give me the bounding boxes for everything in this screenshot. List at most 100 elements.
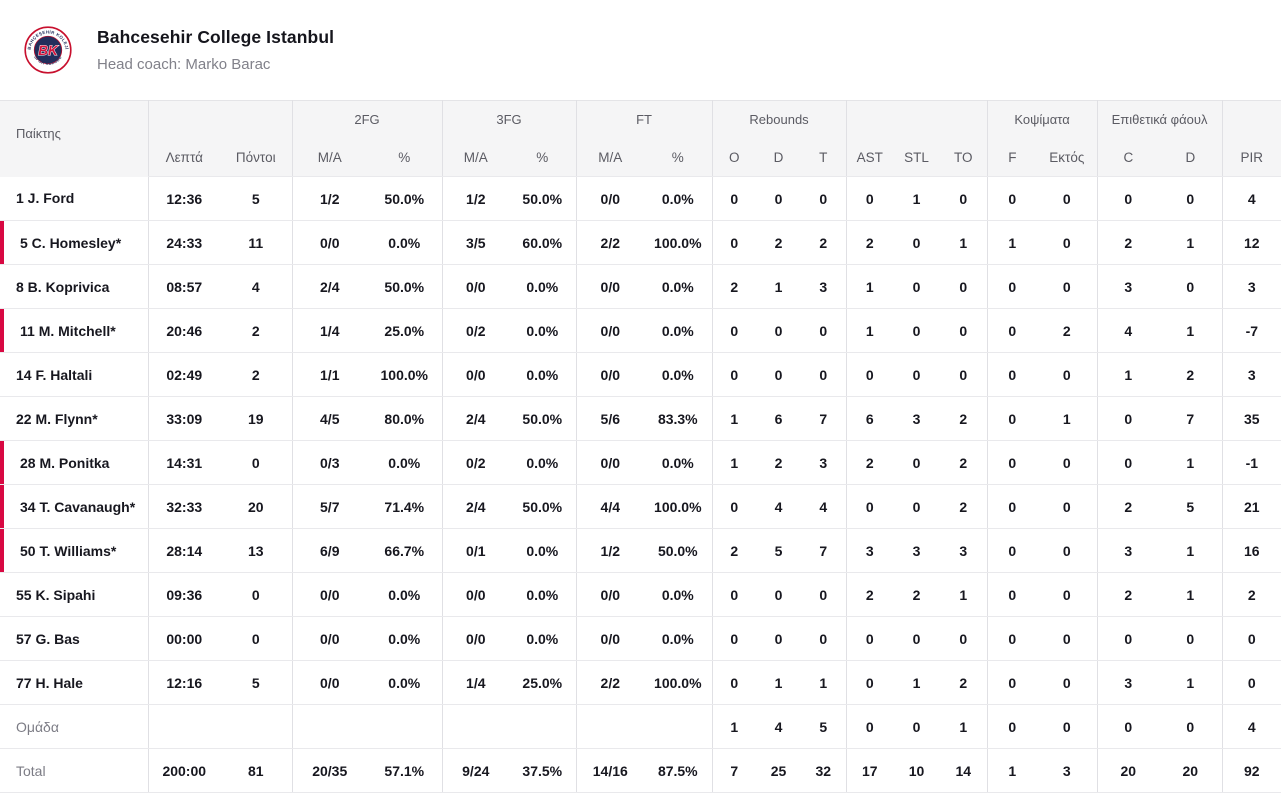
cell-blk-ektos: 0 — [1037, 176, 1098, 221]
cell-min: 33:09 — [147, 396, 220, 441]
cell-2fg-pct: 0.0% — [367, 220, 443, 265]
cell-reb-o: 1 — [711, 440, 757, 485]
cell-ft-pct: 83.3% — [644, 396, 713, 441]
cell-to: 2 — [940, 660, 988, 705]
table-row: 1 J. Ford 12:36 5 1/2 50.0% 1/2 50.0% 0/0 0.0% 0 0… — [0, 176, 1281, 221]
cell-stl: 0 — [893, 704, 941, 749]
cell-to: 0 — [940, 616, 988, 661]
col-header-to: TO — [940, 138, 988, 177]
cell-reb-t: 7 — [801, 396, 847, 441]
cell-reb-o: 0 — [711, 352, 757, 397]
cell-foul-c: 0 — [1096, 616, 1160, 661]
table-row: Ομάδα 1 4 5 0 0 1 0 0 0 0 4 — [0, 704, 1281, 749]
cell-foul-d: 7 — [1159, 396, 1223, 441]
cell-2fg-ma: 0/0 — [291, 660, 367, 705]
table-row: 57 G. Bas 00:00 0 0/0 0.0% 0/0 0.0% 0/0 0.0% 0 0 0 0… — [0, 616, 1281, 661]
col-header-ast: AST — [845, 138, 894, 177]
cell-player: 5 C. Homesley* — [0, 220, 148, 265]
cell-stl: 0 — [893, 220, 941, 265]
cell-blk-f: 0 — [986, 176, 1038, 221]
group-header-blocks: Κοψίματα — [986, 100, 1098, 138]
cell-ft-ma: 0/0 — [575, 616, 645, 661]
cell-stl: 0 — [893, 264, 941, 309]
cell-2fg-ma: 0/3 — [291, 440, 367, 485]
cell-ft-pct — [644, 704, 713, 749]
col-header-pts: Πόντοι — [220, 138, 292, 177]
cell-3fg-pct: 50.0% — [509, 396, 577, 441]
cell-min: 14:31 — [147, 440, 220, 485]
table-body: 1 J. Ford 12:36 5 1/2 50.0% 1/2 50.0% 0/0 0.0% 0 0… — [0, 176, 1281, 793]
cell-3fg-ma: 0/2 — [441, 308, 510, 353]
cell-player: 34 T. Cavanaugh* — [0, 484, 148, 529]
cell-reb-t: 32 — [801, 748, 847, 793]
cell-reb-o: 2 — [711, 528, 757, 573]
cell-reb-d: 5 — [756, 528, 802, 573]
cell-reb-d: 0 — [756, 308, 802, 353]
cell-reb-t: 7 — [801, 528, 847, 573]
cell-player: 77 H. Hale — [0, 660, 148, 705]
cell-ft-ma: 5/6 — [575, 396, 645, 441]
cell-blk-f: 0 — [986, 660, 1038, 705]
cell-player: 11 M. Mitchell* — [0, 308, 148, 353]
cell-3fg-ma — [441, 704, 510, 749]
cell-foul-c: 0 — [1096, 440, 1160, 485]
cell-reb-t: 1 — [801, 660, 847, 705]
cell-to: 3 — [940, 528, 988, 573]
table-row: 22 M. Flynn* 33:09 19 4/5 80.0% 2/4 50.0% 5/6 83… — [0, 396, 1281, 441]
cell-to: 2 — [940, 484, 988, 529]
cell-3fg-pct: 0.0% — [509, 352, 577, 397]
cell-2fg-ma: 20/35 — [291, 748, 367, 793]
cell-pir: 3 — [1221, 264, 1281, 309]
cell-2fg-pct: 66.7% — [367, 528, 443, 573]
cell-foul-c: 2 — [1096, 220, 1160, 265]
col-header-ft-pct: % — [644, 138, 713, 177]
cell-2fg-ma: 5/7 — [291, 484, 367, 529]
cell-2fg-pct: 50.0% — [367, 176, 443, 221]
cell-2fg-ma: 0/0 — [291, 572, 367, 617]
cell-stl: 3 — [893, 396, 941, 441]
cell-stl: 0 — [893, 484, 941, 529]
box-score-table: Παίκτης 2FG 3FG FT Rebounds Κοψίματα Επι… — [0, 100, 1281, 793]
cell-ft-ma: 2/2 — [575, 660, 645, 705]
cell-blk-ektos: 0 — [1037, 660, 1098, 705]
cell-ast: 0 — [845, 616, 894, 661]
cell-blk-f: 0 — [986, 484, 1038, 529]
cell-3fg-ma: 0/0 — [441, 572, 510, 617]
table-row: 28 M. Ponitka 14:31 0 0/3 0.0% 0/2 0.0% 0/0 0.0%… — [0, 440, 1281, 485]
cell-ast: 2 — [845, 572, 894, 617]
cell-ast: 0 — [845, 660, 894, 705]
cell-pir: 12 — [1221, 220, 1281, 265]
cell-reb-o: 0 — [711, 308, 757, 353]
group-header-2fg: 2FG — [291, 100, 443, 138]
cell-pts: 5 — [220, 176, 292, 221]
cell-ast: 1 — [845, 264, 894, 309]
cell-foul-d: 1 — [1159, 660, 1223, 705]
cell-ft-pct: 100.0% — [644, 660, 713, 705]
cell-foul-c: 2 — [1096, 484, 1160, 529]
cell-reb-t: 4 — [801, 484, 847, 529]
cell-reb-o: 0 — [711, 572, 757, 617]
table-row: Total 200:00 81 20/35 57.1% 9/24 37.5% 14/16 87.… — [0, 748, 1281, 793]
cell-ft-pct: 0.0% — [644, 616, 713, 661]
cell-blk-f: 1 — [986, 748, 1038, 793]
cell-3fg-ma: 0/0 — [441, 264, 510, 309]
cell-3fg-ma: 2/4 — [441, 396, 510, 441]
cell-pir: 92 — [1221, 748, 1281, 793]
cell-2fg-ma: 6/9 — [291, 528, 367, 573]
cell-foul-d: 1 — [1159, 308, 1223, 353]
cell-ft-pct: 87.5% — [644, 748, 713, 793]
cell-blk-ektos: 0 — [1037, 704, 1098, 749]
cell-min: 200:00 — [147, 748, 220, 793]
cell-ast: 0 — [845, 352, 894, 397]
cell-ft-ma: 0/0 — [575, 176, 645, 221]
col-header-stl: STL — [893, 138, 941, 177]
cell-min: 32:33 — [147, 484, 220, 529]
cell-foul-d: 1 — [1159, 528, 1223, 573]
cell-reb-o: 1 — [711, 704, 757, 749]
cell-min: 12:36 — [147, 176, 220, 221]
cell-3fg-ma: 3/5 — [441, 220, 510, 265]
cell-blk-ektos: 1 — [1037, 396, 1098, 441]
cell-2fg-ma: 1/4 — [291, 308, 367, 353]
cell-reb-d: 4 — [756, 484, 802, 529]
cell-blk-ektos: 0 — [1037, 220, 1098, 265]
